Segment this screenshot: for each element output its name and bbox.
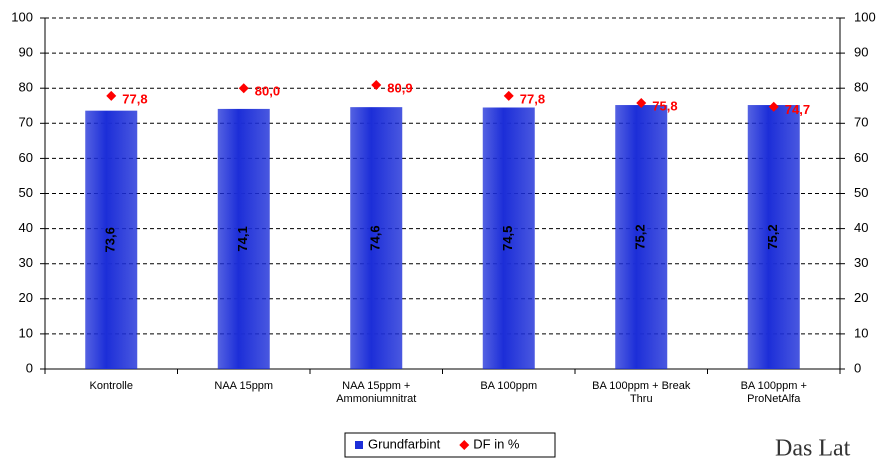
legend-box — [344, 432, 556, 458]
bar-label: 75,2 — [633, 224, 648, 249]
y-tick-label: 70 — [19, 115, 33, 130]
x-tick-label-line: BA 100ppm + Break — [592, 380, 691, 392]
y-tick-label: 80 — [19, 80, 33, 95]
point-label: 74,7 — [785, 102, 810, 117]
bar-label: 74,1 — [235, 226, 250, 251]
diamond — [503, 90, 514, 101]
y2-tick-label: 60 — [854, 150, 868, 165]
y-tick-label: 60 — [19, 150, 33, 165]
x-tick-label-line: Thru — [630, 393, 653, 405]
y2-tick-label: 50 — [854, 185, 868, 200]
y-tick-label: 40 — [19, 220, 33, 235]
x-tick-label: BA 100ppm + Break Thru — [592, 380, 691, 405]
x-tick-label: BA 100ppm + ProNetAlfa — [741, 380, 807, 405]
bar — [217, 108, 270, 369]
x-tick-label-line: Ammoniumnitrat — [336, 393, 416, 405]
point-label: 75,8 — [652, 98, 677, 113]
x-tick-label-line: NAA 15ppm + — [342, 380, 410, 392]
bar-label: 74,6 — [368, 225, 383, 250]
y2-tick-label: 80 — [854, 80, 868, 95]
diamond — [106, 90, 117, 101]
x-tick-label: BA 100ppm — [480, 380, 537, 392]
y2-tick-label: 70 — [854, 115, 868, 130]
y-tick-label: 0 — [26, 360, 33, 375]
diamond — [238, 83, 249, 94]
bar — [85, 110, 138, 369]
y-tick-label: 90 — [19, 45, 33, 60]
legend-swatch — [355, 441, 363, 449]
bar-label: 74,5 — [500, 226, 515, 251]
y-tick-label: 10 — [19, 325, 33, 340]
x-tick-label-line: BA 100ppm + — [741, 380, 807, 392]
y2-tick-label: 0 — [854, 360, 861, 375]
y2-tick-label: 90 — [854, 45, 868, 60]
logo-text: Das Lat — [775, 436, 851, 458]
y2-tick-label: 30 — [854, 255, 868, 270]
legend-label: DF in % — [473, 436, 520, 451]
bar — [747, 105, 800, 369]
y2-tick-label: 10 — [854, 325, 868, 340]
bar — [350, 107, 403, 370]
y2-tick-label: 40 — [854, 220, 868, 235]
legend-label: Grundfarbint — [368, 436, 441, 451]
bar-label: 73,6 — [103, 227, 118, 252]
y2-tick-label: 100 — [854, 9, 876, 24]
y-tick-label: 30 — [19, 255, 33, 270]
y-tick-label: 100 — [11, 9, 33, 24]
y-tick-label: 20 — [19, 290, 33, 305]
bar — [482, 107, 535, 369]
diamond — [768, 101, 779, 112]
point-label: 77,8 — [122, 91, 147, 106]
legend-swatch — [459, 440, 470, 450]
x-tick-label: Kontrolle — [90, 380, 133, 392]
x-tick-label: NAA 15ppm + Ammoniumnitrat — [336, 380, 416, 405]
x-tick-label-line: ProNetAlfa — [747, 393, 801, 405]
y-tick-label: 50 — [19, 185, 33, 200]
point-label: 80,9 — [387, 80, 412, 95]
bar — [615, 105, 668, 369]
point-label: 77,8 — [520, 91, 545, 106]
bar-label: 75,2 — [765, 224, 780, 249]
diamond — [636, 97, 647, 108]
diamond — [371, 80, 382, 91]
y2-tick-label: 20 — [854, 290, 868, 305]
x-tick-label: NAA 15ppm — [214, 380, 273, 392]
point-label: 80,0 — [255, 84, 280, 99]
